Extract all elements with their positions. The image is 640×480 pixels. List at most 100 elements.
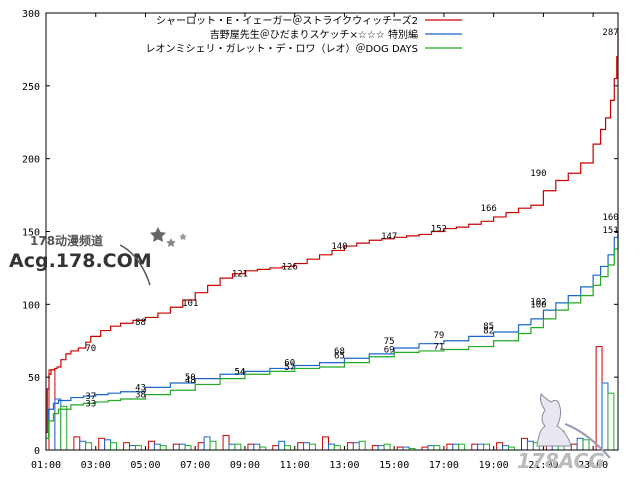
hourly-bar bbox=[134, 445, 142, 451]
hourly-bar bbox=[309, 443, 316, 451]
hourly-bar bbox=[358, 440, 366, 451]
x-tick-label: 07:00 bbox=[180, 460, 210, 471]
watermark-corner: 178ACG bbox=[517, 393, 611, 473]
hourly-bar bbox=[452, 443, 460, 451]
series-line-0 bbox=[46, 31, 619, 434]
character-icon bbox=[536, 393, 572, 447]
ribbon-icon bbox=[564, 423, 611, 459]
y-tick-label: 200 bbox=[22, 155, 40, 166]
data-label: 70 bbox=[85, 344, 96, 354]
hourly-bar bbox=[172, 443, 180, 451]
x-tick-label: 03:00 bbox=[81, 460, 111, 471]
hourly-bar bbox=[197, 442, 205, 451]
data-label: 69 bbox=[384, 345, 395, 355]
watermark-logo: 178动漫频道 Acg.178.COM bbox=[9, 227, 187, 286]
hourly-bar bbox=[203, 436, 211, 451]
watermark-top-text: 178动漫频道 bbox=[30, 233, 103, 248]
hourly-bar bbox=[272, 445, 280, 451]
x-tick-label: 11:00 bbox=[280, 460, 310, 471]
watermark-swoosh bbox=[119, 244, 151, 286]
hourly-bar bbox=[228, 443, 236, 451]
data-label: 43 bbox=[135, 383, 146, 393]
x-tick-label: 13:00 bbox=[329, 460, 359, 471]
y-axis: 0 50 100 150 200 250 300 bbox=[22, 9, 618, 457]
hourly-bar bbox=[79, 440, 87, 451]
hourly-bar bbox=[129, 445, 136, 451]
legend-label: シャーロット・E・イェーガー＠ストライクウィッチーズ2 bbox=[156, 14, 418, 27]
x-tick-label: 21:00 bbox=[528, 460, 558, 471]
data-label: 151 bbox=[602, 226, 618, 236]
x-axis: 01:00 03:00 05:00 07:00 09:00 11:00 13:00 15:00… bbox=[31, 13, 608, 471]
data-label: 57 bbox=[284, 363, 295, 373]
hourly-bar bbox=[48, 369, 56, 451]
data-label: 102 bbox=[530, 297, 546, 307]
data-label: 121 bbox=[232, 270, 248, 280]
data-label: 54 bbox=[235, 367, 246, 377]
hourly-bar bbox=[209, 440, 217, 451]
hourly-bar bbox=[147, 440, 155, 451]
hourly-bar bbox=[110, 442, 117, 451]
data-label: 71 bbox=[434, 343, 445, 353]
series-line-1 bbox=[46, 216, 619, 429]
cumulative-lines bbox=[46, 31, 619, 439]
y-tick-label: 300 bbox=[22, 9, 40, 20]
x-tick-label: 19:00 bbox=[479, 460, 509, 471]
hourly-bar bbox=[483, 443, 491, 451]
data-label: 48 bbox=[185, 376, 196, 386]
hourly-bar bbox=[123, 442, 131, 451]
data-label: 190 bbox=[530, 169, 546, 179]
hourly-bar bbox=[297, 442, 305, 451]
data-label: 38 bbox=[135, 391, 146, 401]
hourly-bar bbox=[178, 443, 186, 451]
hourly-bar bbox=[153, 443, 161, 451]
hourly-bars bbox=[48, 346, 615, 451]
hourly-bar bbox=[458, 443, 466, 451]
x-tick-label: 09:00 bbox=[230, 460, 260, 471]
star-icon bbox=[179, 233, 187, 241]
data-label: 54 bbox=[235, 367, 246, 377]
hourly-bar bbox=[184, 445, 192, 451]
watermark-main-text: Acg.178.COM bbox=[9, 250, 152, 272]
data-labels: 70 88 101 121 126 140 147 152 166 190 287 37 43 50 54 6… bbox=[85, 28, 618, 409]
legend-label: レオンミシェリ・ガレット・デ・ロワ（レオ）＠DOG DAYS bbox=[145, 42, 418, 55]
x-tick-label: 17:00 bbox=[429, 460, 459, 471]
x-tick-label: 15:00 bbox=[379, 460, 409, 471]
star-icon bbox=[166, 238, 176, 247]
data-label: 75 bbox=[384, 337, 395, 347]
hourly-bar bbox=[383, 443, 391, 451]
hourly-bar bbox=[54, 398, 62, 451]
hourly-bar bbox=[433, 445, 441, 451]
x-tick-label: 23:00 bbox=[578, 460, 608, 471]
data-label: 126 bbox=[282, 262, 298, 272]
hourly-bar bbox=[85, 442, 93, 451]
y-tick-label: 250 bbox=[22, 82, 40, 93]
hourly-bar bbox=[377, 445, 385, 451]
hourly-bar bbox=[303, 442, 311, 451]
data-label: 85 bbox=[483, 322, 494, 332]
hourly-bar bbox=[278, 440, 286, 451]
hourly-bar bbox=[601, 382, 609, 451]
data-label: 33 bbox=[85, 399, 96, 409]
legend: シャーロット・E・イェーガー＠ストライクウィッチーズ2吉野屋先生＠ひだまりスケッ… bbox=[145, 14, 462, 55]
hourly-bar bbox=[104, 439, 112, 451]
data-label: 50 bbox=[185, 373, 196, 383]
y-tick-label: 150 bbox=[22, 228, 40, 239]
data-label: 88 bbox=[135, 318, 146, 328]
y-tick-label: 50 bbox=[28, 373, 40, 384]
hourly-bar bbox=[607, 392, 615, 451]
data-label: 79 bbox=[434, 331, 445, 341]
data-label: 37 bbox=[85, 392, 96, 402]
hourly-bar bbox=[73, 436, 81, 451]
hourly-bar bbox=[502, 445, 509, 451]
hourly-bar bbox=[477, 443, 485, 451]
y-tick-label: 100 bbox=[22, 300, 40, 311]
hourly-bar bbox=[352, 442, 360, 451]
plot-frame bbox=[45, 12, 619, 451]
hourly-bar bbox=[234, 443, 242, 451]
hourly-bar bbox=[427, 445, 435, 451]
data-label: 147 bbox=[381, 232, 397, 242]
data-label: 140 bbox=[331, 242, 347, 252]
data-label: 82 bbox=[483, 327, 494, 337]
series-line-2 bbox=[46, 230, 619, 439]
hourly-bar bbox=[284, 445, 292, 451]
